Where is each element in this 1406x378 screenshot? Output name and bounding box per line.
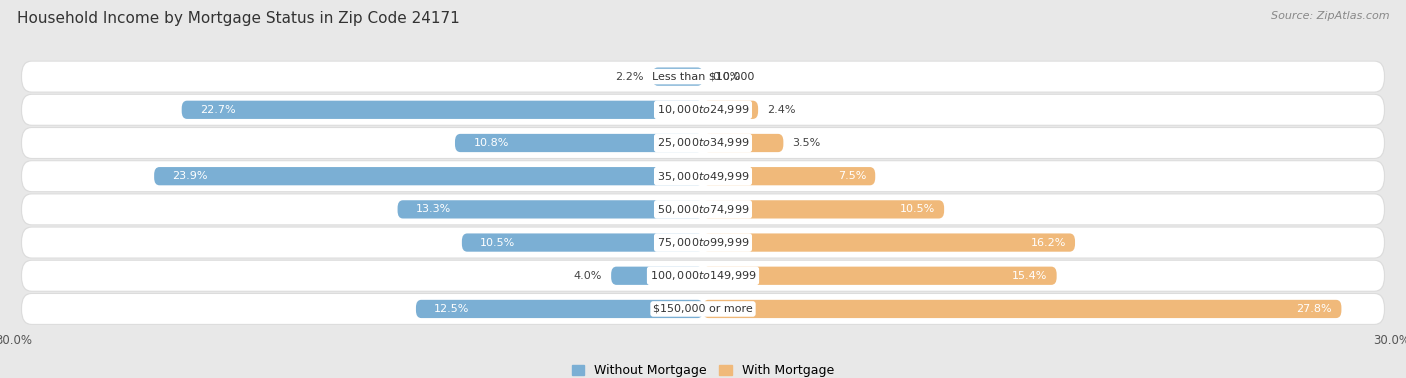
Text: $10,000 to $24,999: $10,000 to $24,999 xyxy=(657,103,749,116)
Text: 16.2%: 16.2% xyxy=(1031,237,1066,248)
FancyBboxPatch shape xyxy=(21,260,1385,292)
Text: 7.5%: 7.5% xyxy=(838,171,866,181)
FancyBboxPatch shape xyxy=(703,266,1057,285)
FancyBboxPatch shape xyxy=(22,228,1384,257)
FancyBboxPatch shape xyxy=(21,61,1385,93)
FancyBboxPatch shape xyxy=(155,167,703,185)
FancyBboxPatch shape xyxy=(21,160,1385,192)
FancyBboxPatch shape xyxy=(703,200,945,218)
Text: $100,000 to $149,999: $100,000 to $149,999 xyxy=(650,269,756,282)
Text: 10.5%: 10.5% xyxy=(481,237,516,248)
FancyBboxPatch shape xyxy=(703,234,1076,252)
FancyBboxPatch shape xyxy=(21,94,1385,126)
FancyBboxPatch shape xyxy=(22,194,1384,224)
Text: 13.3%: 13.3% xyxy=(416,204,451,214)
Text: 23.9%: 23.9% xyxy=(173,171,208,181)
FancyBboxPatch shape xyxy=(703,101,758,119)
FancyBboxPatch shape xyxy=(456,134,703,152)
FancyBboxPatch shape xyxy=(22,62,1384,91)
Text: 0.0%: 0.0% xyxy=(713,71,741,82)
Text: 27.8%: 27.8% xyxy=(1296,304,1333,314)
FancyBboxPatch shape xyxy=(22,294,1384,324)
FancyBboxPatch shape xyxy=(22,128,1384,158)
FancyBboxPatch shape xyxy=(652,68,703,86)
FancyBboxPatch shape xyxy=(181,101,703,119)
Text: $150,000 or more: $150,000 or more xyxy=(654,304,752,314)
FancyBboxPatch shape xyxy=(21,293,1385,325)
FancyBboxPatch shape xyxy=(703,167,875,185)
FancyBboxPatch shape xyxy=(703,134,783,152)
FancyBboxPatch shape xyxy=(398,200,703,218)
Text: $35,000 to $49,999: $35,000 to $49,999 xyxy=(657,170,749,183)
Legend: Without Mortgage, With Mortgage: Without Mortgage, With Mortgage xyxy=(567,359,839,378)
FancyBboxPatch shape xyxy=(703,300,1341,318)
Text: 10.8%: 10.8% xyxy=(474,138,509,148)
Text: 10.5%: 10.5% xyxy=(900,204,935,214)
Text: $50,000 to $74,999: $50,000 to $74,999 xyxy=(657,203,749,216)
FancyBboxPatch shape xyxy=(461,234,703,252)
Text: Less than $10,000: Less than $10,000 xyxy=(652,71,754,82)
Text: 22.7%: 22.7% xyxy=(200,105,236,115)
Text: 2.2%: 2.2% xyxy=(614,71,644,82)
FancyBboxPatch shape xyxy=(22,161,1384,191)
Text: Source: ZipAtlas.com: Source: ZipAtlas.com xyxy=(1271,11,1389,21)
Text: 2.4%: 2.4% xyxy=(768,105,796,115)
FancyBboxPatch shape xyxy=(416,300,703,318)
Text: $25,000 to $34,999: $25,000 to $34,999 xyxy=(657,136,749,149)
Text: $75,000 to $99,999: $75,000 to $99,999 xyxy=(657,236,749,249)
Text: Household Income by Mortgage Status in Zip Code 24171: Household Income by Mortgage Status in Z… xyxy=(17,11,460,26)
FancyBboxPatch shape xyxy=(21,194,1385,225)
FancyBboxPatch shape xyxy=(612,266,703,285)
FancyBboxPatch shape xyxy=(22,95,1384,125)
Text: 4.0%: 4.0% xyxy=(574,271,602,281)
Text: 15.4%: 15.4% xyxy=(1012,271,1047,281)
FancyBboxPatch shape xyxy=(21,227,1385,259)
Text: 3.5%: 3.5% xyxy=(793,138,821,148)
FancyBboxPatch shape xyxy=(22,261,1384,291)
FancyBboxPatch shape xyxy=(21,127,1385,159)
Text: 12.5%: 12.5% xyxy=(434,304,470,314)
